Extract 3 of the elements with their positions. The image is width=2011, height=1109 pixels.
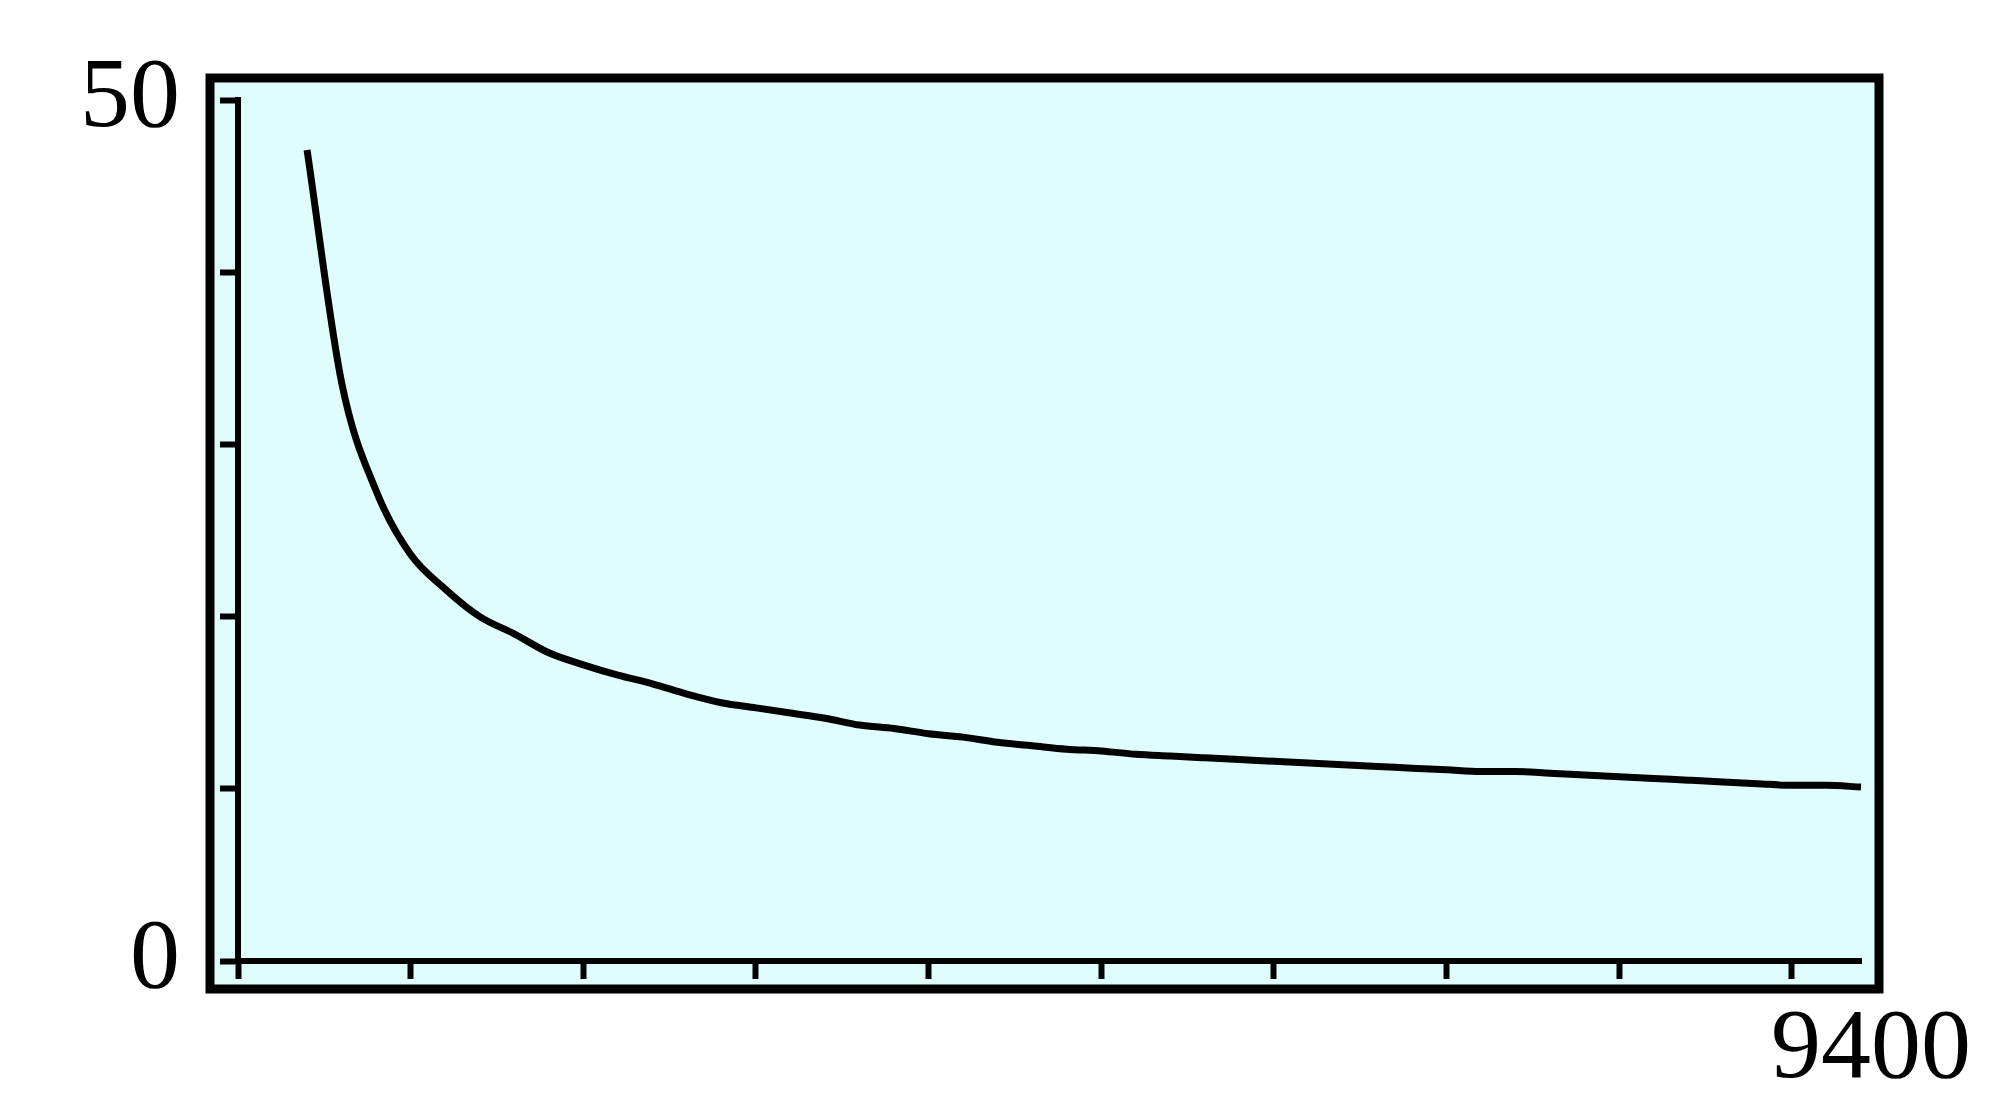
y-tick-label: 0 (130, 898, 180, 1010)
y-tick-label: 50 (80, 37, 180, 149)
text: 9400 (1771, 988, 1971, 1100)
